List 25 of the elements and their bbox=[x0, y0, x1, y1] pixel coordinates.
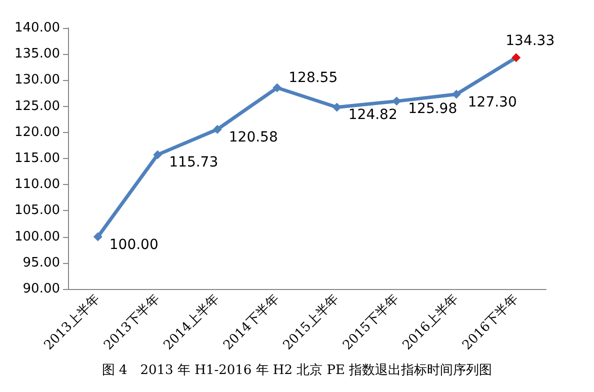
data-label: 100.00 bbox=[109, 236, 158, 253]
data-label: 125.98 bbox=[408, 101, 458, 118]
y-tick-label: 110.00 bbox=[14, 177, 60, 192]
y-tick-label: 105.00 bbox=[14, 203, 60, 218]
data-label: 120.58 bbox=[228, 129, 278, 146]
y-tick-label: 135.00 bbox=[14, 46, 60, 62]
data-label: 134.33 bbox=[506, 33, 555, 50]
data-label: 115.73 bbox=[169, 154, 218, 171]
y-tick-label: 125.00 bbox=[14, 98, 60, 114]
y-tick-label: 100.00 bbox=[14, 229, 60, 244]
y-tick-label: 90.00 bbox=[22, 282, 60, 296]
point bbox=[212, 124, 222, 134]
point bbox=[272, 83, 282, 92]
y-tick-label: 115.00 bbox=[14, 151, 60, 166]
y-tick-label: 95.00 bbox=[22, 255, 60, 270]
point bbox=[153, 150, 162, 160]
point bbox=[512, 53, 521, 62]
data-label: 127.30 bbox=[468, 94, 517, 110]
y-tick-label: 140.00 bbox=[14, 20, 60, 36]
data-label: 124.82 bbox=[348, 107, 398, 124]
point bbox=[93, 232, 102, 242]
y-tick-label: 120.00 bbox=[14, 124, 60, 140]
data-label: 128.55 bbox=[288, 70, 338, 86]
caption: 图 4 2013 年 H1-2016 年 H2 北京 PE 指数退出指标时间序列图 bbox=[102, 362, 492, 378]
y-tick-label: 130.00 bbox=[14, 72, 60, 88]
